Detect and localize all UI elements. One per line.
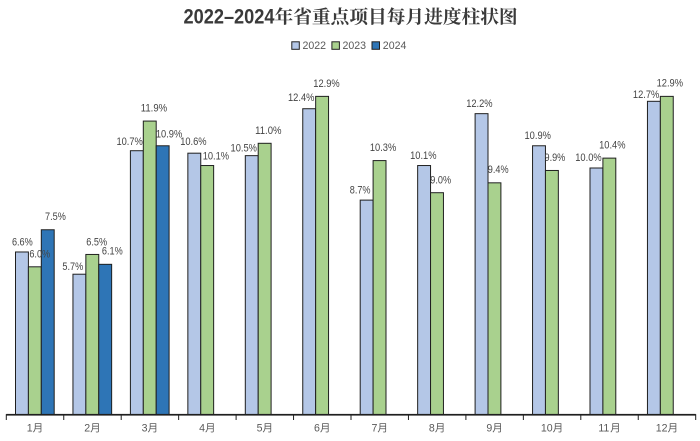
svg-text:11.0%: 11.0% [255, 125, 282, 137]
svg-text:3: 3 [142, 423, 148, 435]
svg-text:9.9%: 9.9% [545, 152, 566, 164]
svg-text:7.5%: 7.5% [45, 211, 66, 223]
svg-text:10.1%: 10.1% [410, 150, 437, 162]
svg-text:12.7%: 12.7% [633, 89, 660, 101]
svg-text:10.7%: 10.7% [116, 136, 143, 148]
svg-text:12.2%: 12.2% [466, 98, 493, 110]
svg-text:5.7%: 5.7% [62, 261, 83, 273]
svg-text:2: 2 [84, 423, 90, 435]
svg-text:5: 5 [257, 423, 263, 435]
svg-text:12.9%: 12.9% [657, 78, 684, 90]
svg-text:2023: 2023 [343, 40, 367, 52]
svg-text:11: 11 [598, 423, 609, 435]
svg-text:10.9%: 10.9% [156, 128, 183, 140]
svg-text:9: 9 [486, 423, 492, 435]
svg-text:10: 10 [541, 423, 553, 435]
svg-text:10.1%: 10.1% [203, 151, 230, 163]
svg-text:10.0%: 10.0% [575, 152, 602, 164]
svg-text:2022–2024: 2022–2024 [184, 4, 275, 28]
svg-text:10.4%: 10.4% [599, 140, 626, 152]
svg-text:4: 4 [199, 423, 205, 435]
svg-text:8: 8 [429, 423, 435, 435]
svg-text:11.9%: 11.9% [141, 103, 168, 115]
svg-text:9.0%: 9.0% [430, 174, 451, 186]
svg-text:6.6%: 6.6% [12, 236, 33, 248]
svg-text:10.3%: 10.3% [370, 142, 397, 154]
svg-text:1: 1 [27, 423, 33, 435]
svg-text:10.5%: 10.5% [231, 143, 258, 155]
svg-text:7: 7 [371, 423, 377, 435]
svg-text:6.1%: 6.1% [102, 245, 123, 257]
svg-text:10.9%: 10.9% [525, 130, 552, 142]
svg-text:2024: 2024 [383, 40, 407, 52]
svg-text:10.6%: 10.6% [180, 136, 207, 148]
svg-text:8.7%: 8.7% [350, 184, 371, 196]
svg-text:12.4%: 12.4% [288, 92, 315, 104]
svg-text:12.9%: 12.9% [313, 78, 340, 90]
svg-text:6.0%: 6.0% [29, 249, 50, 261]
svg-text:6.5%: 6.5% [86, 236, 107, 248]
svg-text:9.4%: 9.4% [488, 164, 509, 176]
svg-text:2022: 2022 [303, 40, 327, 52]
svg-text:6: 6 [314, 423, 320, 435]
svg-text:12: 12 [656, 423, 668, 435]
